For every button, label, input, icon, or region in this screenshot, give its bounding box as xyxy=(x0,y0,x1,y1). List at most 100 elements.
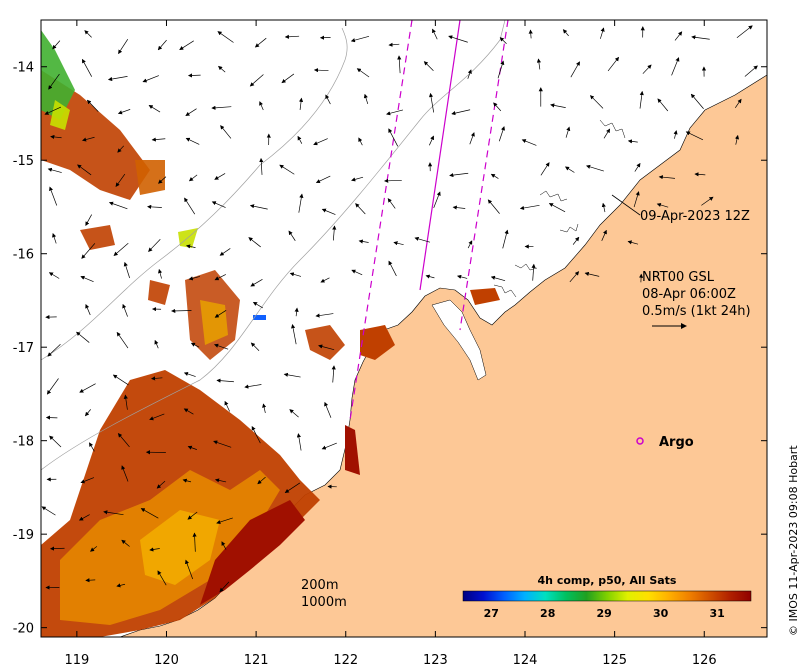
current-vector xyxy=(457,274,468,279)
current-vector xyxy=(519,204,540,211)
current-vector xyxy=(291,323,297,345)
current-vectors xyxy=(41,25,758,593)
longitude-axis: 119 120 121 122 123 124 125 126 xyxy=(64,20,717,668)
current-vector xyxy=(674,31,683,41)
current-vector xyxy=(744,65,758,77)
current-vector xyxy=(297,135,303,144)
current-vector xyxy=(214,478,227,483)
current-vector xyxy=(467,69,472,79)
current-vector xyxy=(388,260,397,277)
lon-tick-label: 121 xyxy=(244,653,269,668)
current-vector xyxy=(634,162,641,172)
current-vector xyxy=(701,196,714,206)
current-vector xyxy=(423,61,434,71)
current-vector xyxy=(79,383,96,393)
current-vector xyxy=(607,56,620,72)
current-vector xyxy=(218,65,226,73)
current-vector xyxy=(52,233,57,244)
current-vector xyxy=(211,105,232,110)
current-vector xyxy=(78,514,90,521)
current-vector xyxy=(296,433,302,451)
current-vector xyxy=(112,374,129,386)
current-vector xyxy=(108,201,128,210)
isobath-1000m xyxy=(41,20,506,471)
current-vector xyxy=(324,401,332,418)
current-vector xyxy=(601,202,606,213)
current-vector xyxy=(85,578,96,583)
current-vector xyxy=(214,274,226,281)
current-vector xyxy=(185,244,196,249)
current-vector xyxy=(113,242,129,256)
current-vector xyxy=(52,40,61,50)
current-vector xyxy=(249,204,268,210)
current-vector xyxy=(80,477,95,484)
lat-tick-label: -16 xyxy=(13,248,34,263)
current-vector xyxy=(320,277,330,283)
current-vector xyxy=(601,229,607,241)
current-vector xyxy=(179,40,194,51)
current-vector xyxy=(498,126,505,142)
lon-tick-label: 119 xyxy=(64,653,89,668)
current-vector xyxy=(332,225,337,241)
current-vector xyxy=(117,433,130,448)
current-vector xyxy=(259,101,264,111)
colorbar: 4h comp, p50, All Sats 27 28 29 30 31 xyxy=(462,574,752,620)
current-vector xyxy=(528,29,533,39)
current-vector xyxy=(80,275,94,283)
current-vector xyxy=(294,307,299,317)
current-vector xyxy=(158,176,167,184)
current-vector xyxy=(432,28,438,40)
current-vector xyxy=(358,137,363,146)
current-vector xyxy=(185,108,197,116)
current-vector xyxy=(603,128,611,139)
colorbar-tick-label: 29 xyxy=(597,607,612,620)
current-vector xyxy=(192,532,197,552)
current-vector xyxy=(211,201,226,208)
current-vector xyxy=(262,403,267,414)
current-vector xyxy=(321,442,337,450)
current-vector xyxy=(147,204,162,209)
current-vector xyxy=(89,442,95,452)
current-vector xyxy=(490,173,499,179)
current-vector xyxy=(219,248,231,256)
current-vector xyxy=(572,236,580,245)
current-vector xyxy=(734,134,740,145)
current-vector xyxy=(214,309,227,318)
lon-tick-label: 124 xyxy=(513,653,538,668)
lon-tick-label: 122 xyxy=(333,653,358,668)
current-vector xyxy=(448,35,468,43)
current-vector xyxy=(156,480,166,489)
current-vector xyxy=(502,229,509,249)
current-vector xyxy=(248,237,261,248)
current-vector xyxy=(150,376,163,381)
colorbar-tick-label: 27 xyxy=(484,607,499,620)
current-vector xyxy=(536,58,541,70)
lat-tick-label: -18 xyxy=(13,435,34,450)
current-vector xyxy=(216,378,234,383)
current-vector xyxy=(254,37,267,48)
current-vector xyxy=(351,176,364,182)
current-vector xyxy=(639,90,644,109)
current-vector xyxy=(214,343,229,350)
current-vector xyxy=(499,37,507,45)
current-vector xyxy=(250,279,263,287)
current-vector xyxy=(325,94,331,105)
current-vector xyxy=(313,138,328,146)
lon-tick-label: 120 xyxy=(154,653,179,668)
current-vector xyxy=(493,102,502,112)
colorbar-ticks: 27 28 29 30 31 xyxy=(484,607,725,620)
current-vector xyxy=(187,73,201,78)
current-vector xyxy=(521,139,537,146)
current-vector xyxy=(281,73,295,84)
colorbar-bar xyxy=(462,590,752,602)
current-vector xyxy=(216,517,233,525)
colorbar-tick-label: 31 xyxy=(709,607,724,620)
current-vector xyxy=(315,175,331,184)
colorbar-tick-label: 30 xyxy=(653,607,669,620)
current-vector xyxy=(633,191,640,208)
current-vector xyxy=(76,331,90,343)
current-vector xyxy=(171,308,192,314)
map-plot-area xyxy=(41,20,767,637)
current-vector xyxy=(220,125,232,139)
current-vector xyxy=(388,128,399,147)
